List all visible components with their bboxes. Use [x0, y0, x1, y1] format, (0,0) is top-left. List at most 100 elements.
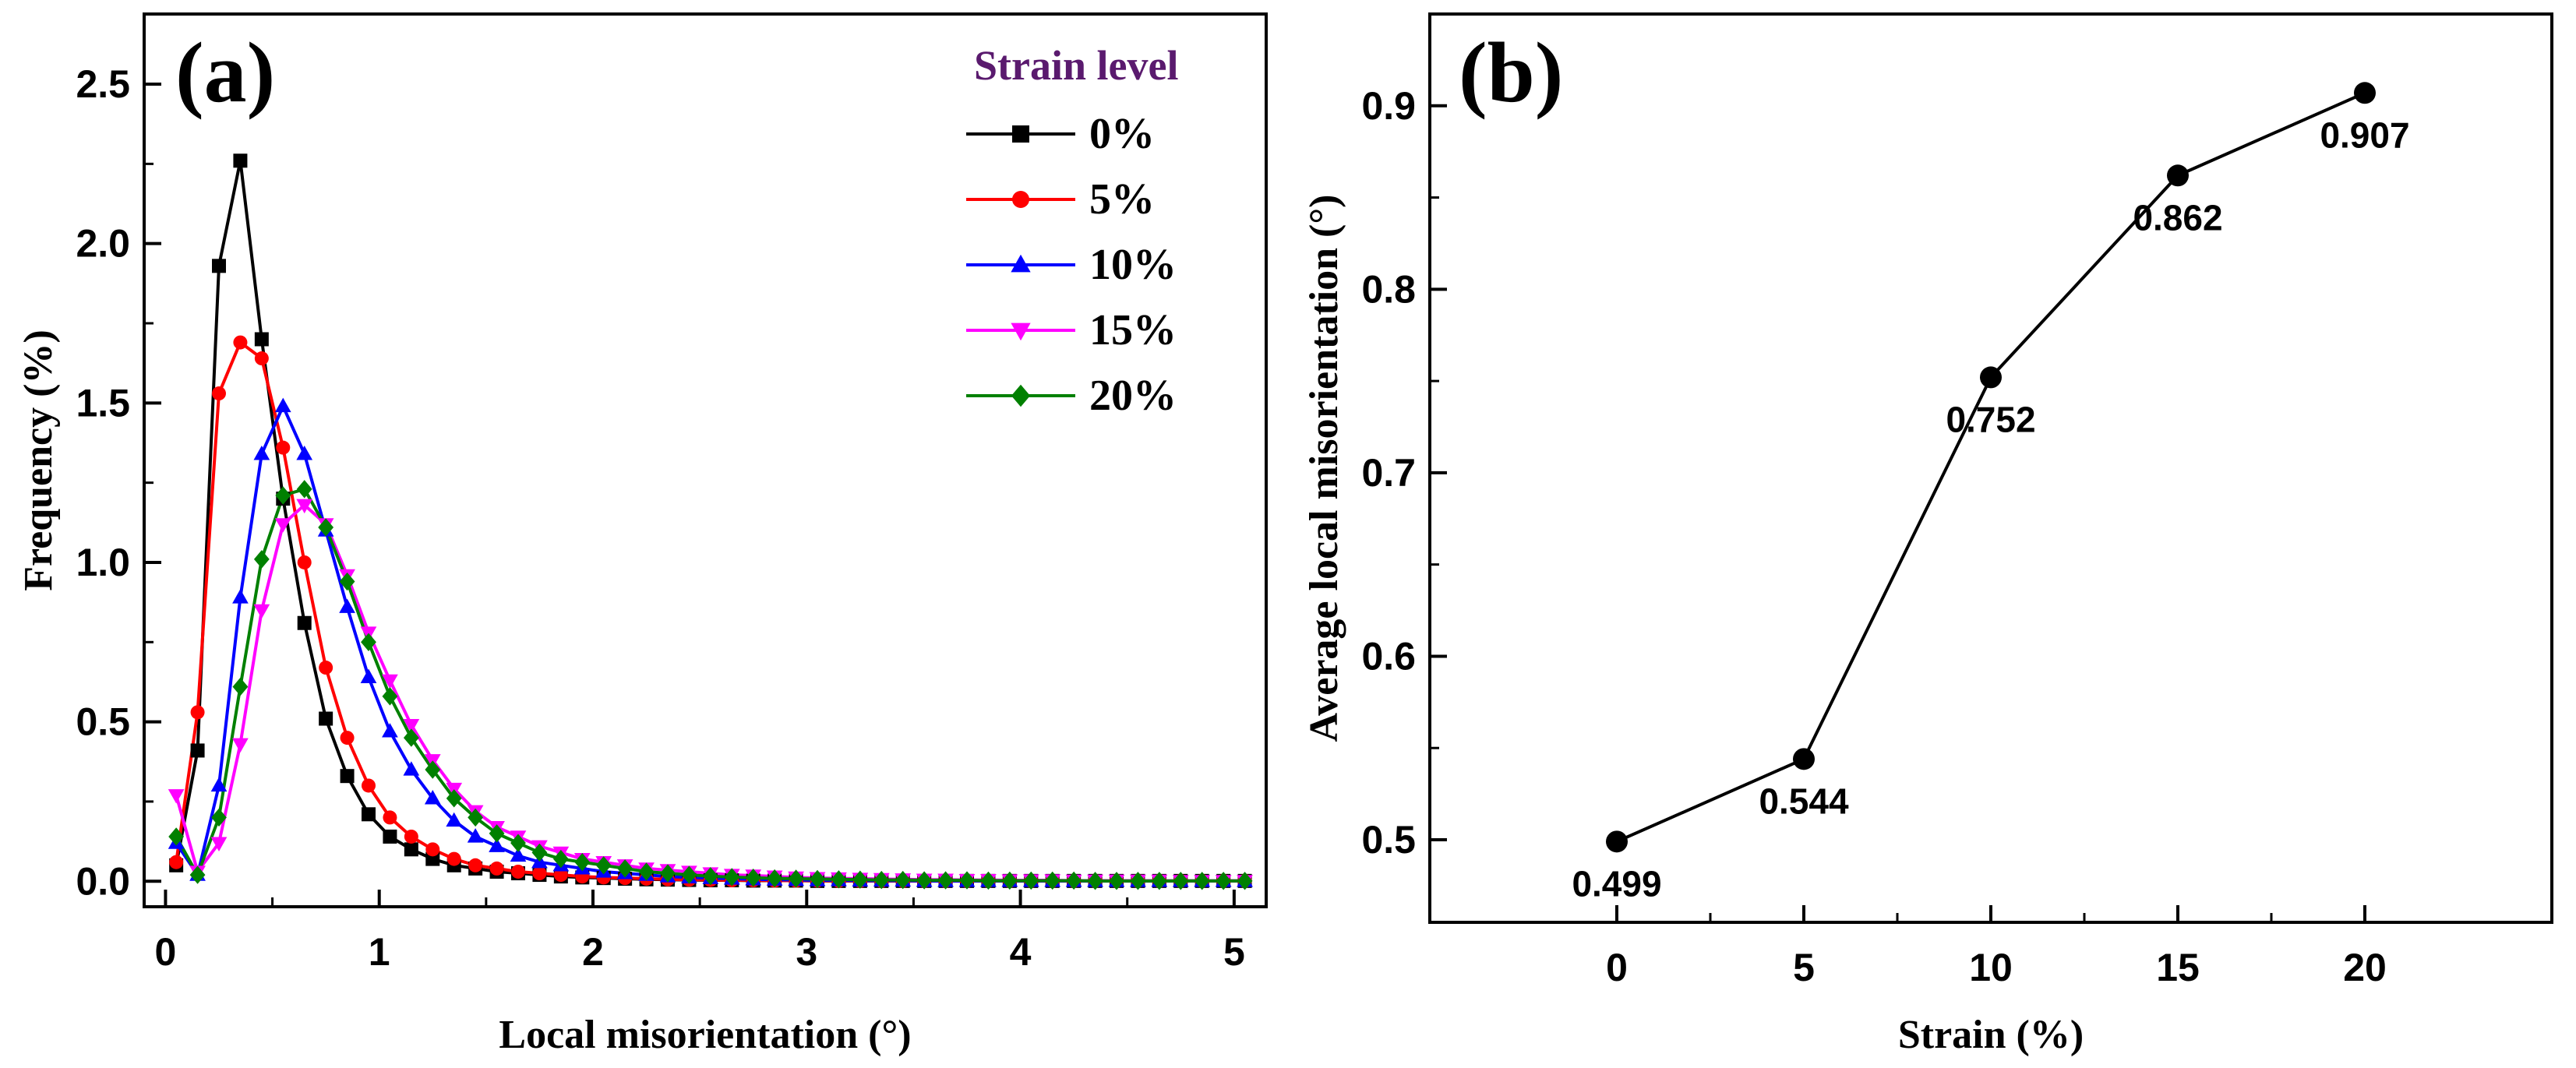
- data-point: [1151, 872, 1167, 890]
- y-tick-label-b: 0.7: [1361, 451, 1416, 495]
- data-point: [297, 555, 312, 569]
- data-point: [702, 867, 718, 886]
- data-point: [382, 687, 398, 706]
- data-point: [552, 849, 569, 869]
- data-point: [595, 856, 612, 875]
- data-point: [1023, 871, 1039, 890]
- data-point: [318, 518, 334, 537]
- x-tick-label-b: 5: [1793, 946, 1815, 989]
- y-axis-label-b: Average local misorientation (°): [1302, 195, 1346, 742]
- series-line-10%: [175, 402, 1245, 883]
- data-label-b: 0.499: [1572, 863, 1661, 904]
- data-point: [724, 868, 740, 886]
- x-tick-label-a: 4: [1010, 930, 1032, 974]
- data-point: [1237, 872, 1253, 890]
- data-point: [1194, 872, 1210, 890]
- data-point: [681, 865, 697, 884]
- x-tick-label-b: 10: [1969, 946, 2013, 989]
- data-point: [1087, 872, 1103, 890]
- data-point: [403, 761, 420, 776]
- data-point: [489, 837, 505, 852]
- data-point: [254, 332, 269, 347]
- data-point: [1066, 871, 1082, 890]
- data-label-b: 0.752: [1946, 399, 2035, 439]
- data-point: [211, 808, 227, 827]
- data-point: [253, 446, 270, 460]
- data-point: [254, 351, 269, 366]
- data-point: [553, 868, 568, 883]
- data-point: [852, 870, 868, 889]
- data-point: [233, 153, 248, 168]
- data-label-b: 0.544: [1759, 781, 1849, 821]
- data-point: [1130, 872, 1146, 890]
- x-tick-label-b: 20: [2343, 946, 2387, 989]
- data-point: [253, 550, 270, 569]
- series-line-15%: [175, 502, 1245, 883]
- data-point: [190, 743, 205, 758]
- data-point: [168, 789, 185, 804]
- y-tick-label-a: 0.5: [76, 700, 130, 744]
- data-point: [383, 810, 397, 825]
- legend-title: Strain level: [974, 42, 1178, 89]
- y-tick-label-a: 1.5: [76, 381, 130, 425]
- data-point: [831, 870, 847, 889]
- data-point: [788, 869, 804, 888]
- data-point: [189, 865, 206, 884]
- x-tick-label-a: 2: [582, 930, 604, 974]
- data-point: [617, 859, 633, 878]
- data-point: [916, 871, 933, 890]
- data-point: [446, 812, 463, 827]
- data-point: [1173, 872, 1189, 890]
- data-point: [510, 834, 526, 852]
- data-point: [274, 518, 291, 533]
- data-point: [980, 871, 997, 890]
- legend-marker: [1011, 254, 1031, 273]
- series-layer-b: 0.499 0.544 0.752 0.862 0.907: [1572, 82, 2410, 904]
- data-point: [362, 778, 376, 793]
- data-point: [275, 486, 291, 505]
- x-tick-label-a: 1: [369, 930, 390, 974]
- legend-entry: 15%: [1089, 306, 1177, 354]
- data-point: [232, 589, 249, 604]
- panel-label-a: (a): [175, 25, 275, 120]
- data-point: [362, 807, 376, 822]
- data-point: [212, 259, 226, 273]
- data-point: [233, 335, 248, 350]
- data-point: [745, 869, 761, 887]
- data-point: [232, 738, 249, 753]
- data-point: [232, 677, 249, 696]
- data-point: [253, 604, 270, 619]
- series-line-b: [1616, 91, 2366, 844]
- data-point: [360, 668, 377, 683]
- data-point: [532, 866, 547, 881]
- data-point: [296, 480, 312, 499]
- data-point: [297, 615, 312, 630]
- data-point: [168, 827, 185, 846]
- data-point: [1001, 871, 1018, 890]
- data-point: [638, 862, 655, 881]
- data-point: [340, 731, 355, 745]
- data-point: [382, 723, 398, 738]
- y-tick-label-a: 2.0: [76, 222, 130, 266]
- data-point: [361, 633, 376, 651]
- data-point: [319, 711, 333, 726]
- y-tick-label-b: 0.6: [1361, 634, 1416, 678]
- x-tick-label-a: 5: [1223, 930, 1245, 974]
- data-point: [959, 871, 975, 890]
- legend-marker: [1011, 384, 1031, 407]
- y-tick-label-b: 0.8: [1361, 267, 1416, 311]
- data-point-b: [1606, 830, 1628, 853]
- y-tick-label-b: 0.9: [1361, 84, 1416, 128]
- data-label-b: 0.907: [2320, 115, 2409, 155]
- legend-marker: [1011, 323, 1031, 341]
- data-point-b: [1793, 748, 1815, 770]
- axis-ticks-b: 0 5 10 15 20 0.5 0.6 0.7 0.8 0.9: [1361, 84, 2386, 989]
- x-tick-label-b: 15: [2156, 946, 2200, 989]
- legend-marker: [1012, 125, 1029, 143]
- plot-frame-a: [143, 12, 1268, 908]
- x-axis-label-b: Strain (%): [1898, 1013, 2084, 1057]
- series-layer-a: [168, 153, 1253, 890]
- data-point: [276, 440, 291, 455]
- data-point: [169, 855, 184, 869]
- series-line-5%: [175, 340, 1245, 883]
